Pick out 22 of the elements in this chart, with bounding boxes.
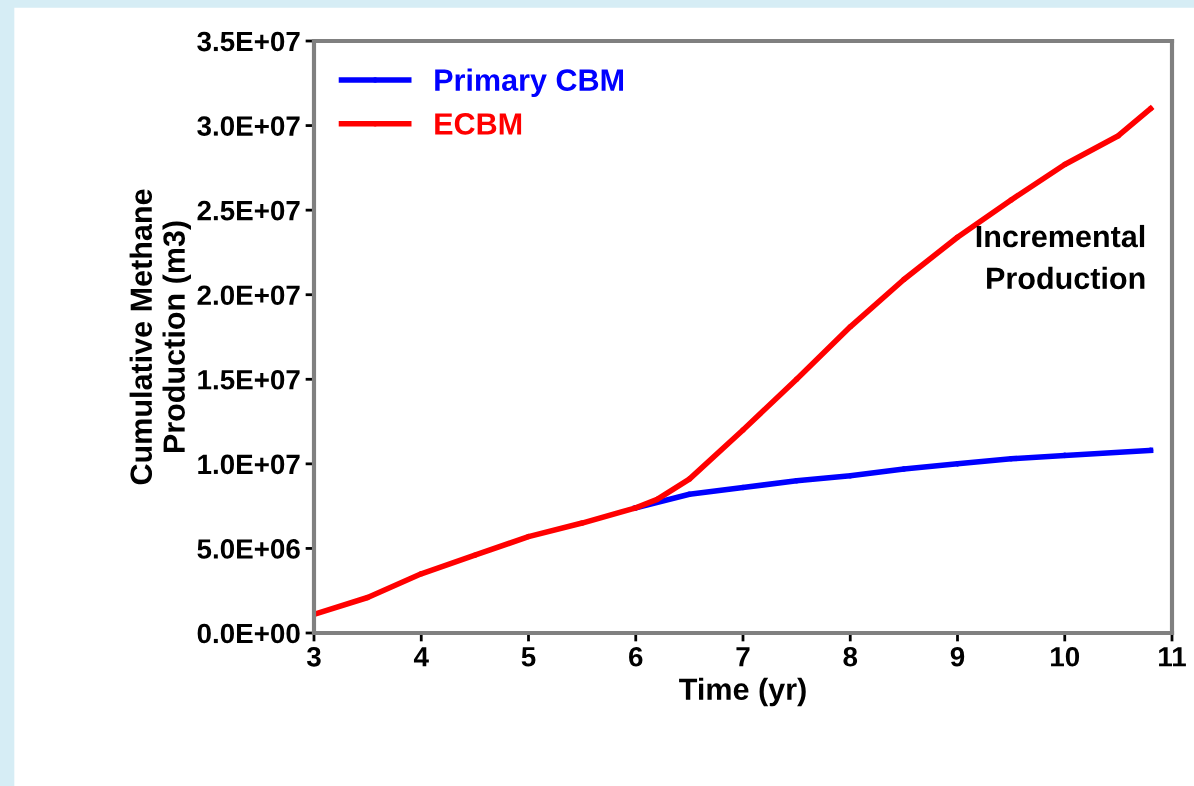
annotation: Incremental Production	[976, 224, 1145, 290]
x-tick-label: 11	[1159, 647, 1186, 667]
x-tick-label: 5	[521, 647, 536, 667]
y-tick-label: 2.5E+07	[197, 200, 300, 221]
y-tick-label: 5.0E+06	[197, 539, 300, 559]
y-axis-title: Cumulative Methane Production (m3)	[129, 189, 191, 485]
x-tick-label: 6	[629, 646, 643, 667]
x-tick-label: 10	[1051, 646, 1080, 667]
y-tick-label: 3.5E+07	[197, 31, 300, 52]
y-tick-label: 3.0E+07	[197, 116, 300, 136]
y-tick-label: 0.0E+00	[197, 623, 300, 644]
y-tick-label: 2.0E+07	[197, 285, 300, 306]
y-tick-label: 1.5E+07	[198, 369, 300, 390]
legend-label: ECBM	[435, 113, 522, 135]
x-tick-label: 3	[306, 646, 321, 667]
x-tick-label: 4	[413, 647, 429, 667]
y-tick-label: 1.0E+07	[198, 454, 300, 475]
legend-label: Primary CBM	[435, 68, 623, 97]
x-tick-label: 7	[736, 647, 750, 667]
x-tick-label: 8	[843, 646, 858, 667]
x-axis-title: Time (yr)	[679, 677, 806, 707]
x-tick-label: 9	[950, 646, 965, 667]
